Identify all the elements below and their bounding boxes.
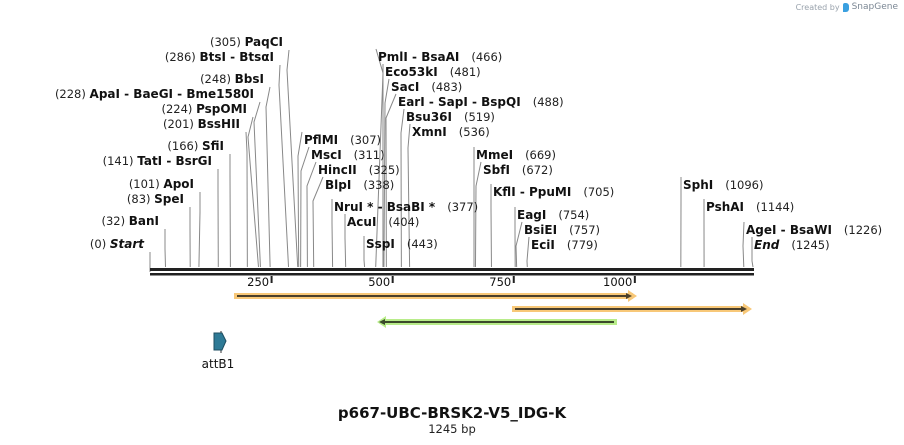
cut-site-label-pspomi[interactable]: (224) PspOMI bbox=[161, 102, 247, 116]
cut-site-label-end[interactable]: End (1245) bbox=[754, 238, 830, 252]
cut-site-label-acui[interactable]: AcuI (404) bbox=[347, 215, 419, 229]
cut-site-label-bsshii[interactable]: (201) BssHII bbox=[163, 117, 240, 131]
cut-site-line bbox=[344, 214, 347, 268]
cut-site-label-saci[interactable]: SacI (483) bbox=[391, 80, 462, 94]
cut-site-line bbox=[474, 161, 482, 268]
cut-site-line bbox=[363, 236, 366, 268]
cut-site-label-pflmi[interactable]: PflMI (307) bbox=[304, 133, 381, 147]
cut-site-line bbox=[297, 131, 303, 268]
cut-site-label-paqci[interactable]: (305) PaqCI bbox=[210, 35, 283, 49]
cut-site-label-eagi[interactable]: EagI (754) bbox=[517, 208, 589, 222]
cut-site-label-pshai[interactable]: PshAI (1144) bbox=[706, 200, 794, 214]
cut-site-label-bani[interactable]: (32) BanI bbox=[101, 214, 159, 228]
credit-prefix: Created by bbox=[795, 2, 840, 12]
cut-site-line bbox=[383, 78, 390, 268]
cut-site-line bbox=[265, 86, 271, 268]
cut-site-line bbox=[247, 116, 259, 268]
feature-orf-2[interactable] bbox=[512, 303, 752, 315]
cut-site-label-apoi[interactable]: (101) ApoI bbox=[129, 177, 194, 191]
cut-site-label-eco53ki[interactable]: Eco53kI (481) bbox=[385, 65, 481, 79]
cut-site-label-sfii[interactable]: (166) SfiI bbox=[167, 139, 224, 153]
sequence-backbone-top bbox=[150, 268, 754, 271]
cut-site-line bbox=[198, 192, 201, 268]
cut-site-label-sbfi[interactable]: SbfI (672) bbox=[483, 163, 553, 177]
cut-site-label-hincii[interactable]: HincII (325) bbox=[318, 163, 400, 177]
ruler: 250 500 750 1000 bbox=[247, 275, 636, 289]
cut-site-label-eari[interactable]: EarI - SapI - BspQI (488) bbox=[398, 95, 564, 109]
cut-site-label-ecii[interactable]: EciI (779) bbox=[531, 238, 598, 252]
cut-site-label-apai[interactable]: (228) ApaI - BaeGI - Bme1580I bbox=[55, 87, 254, 101]
cut-site-line bbox=[253, 101, 261, 268]
cut-site-label-agei[interactable]: AgeI - BsaWI (1226) bbox=[746, 223, 882, 237]
cut-site-line bbox=[526, 236, 530, 268]
cut-site-label-bsu36i[interactable]: Bsu36I (519) bbox=[406, 110, 495, 124]
snapgene-logo-icon bbox=[842, 2, 849, 12]
cut-site-label-blpi[interactable]: BlpI (338) bbox=[325, 178, 394, 192]
ruler-tick bbox=[512, 276, 515, 283]
ruler-tick-label: 1000 bbox=[603, 275, 632, 289]
cut-site-label-mmei[interactable]: MmeI (669) bbox=[476, 148, 556, 162]
cut-site-line bbox=[312, 176, 324, 268]
ruler-tick bbox=[633, 276, 636, 283]
cut-site-line bbox=[515, 221, 523, 268]
cut-site-line bbox=[300, 146, 310, 268]
ruler-tick bbox=[391, 276, 394, 283]
cut-site-line bbox=[385, 93, 397, 268]
cut-site-line bbox=[245, 131, 248, 268]
cut-site-labels: (305) PaqCI(286) BtsI - BtsαI(248) BbsI(… bbox=[55, 35, 882, 252]
cut-site-line bbox=[306, 161, 317, 268]
feature-orf-3-reverse[interactable] bbox=[377, 316, 617, 328]
cut-site-label-spei[interactable]: (83) SpeI bbox=[127, 192, 184, 206]
cut-site-line bbox=[407, 123, 411, 268]
cut-site-label-pmli[interactable]: PmlI - BsaAI (466) bbox=[378, 50, 502, 64]
cut-site-label-msci[interactable]: MscI (311) bbox=[311, 148, 385, 162]
cut-site-line bbox=[751, 237, 754, 268]
cut-site-label-kfli[interactable]: KflI - PpuMI (705) bbox=[493, 185, 614, 199]
cut-site-label-xmni[interactable]: XmnI (536) bbox=[412, 125, 490, 139]
cut-site-line bbox=[278, 64, 290, 268]
sequence-backbone-bottom bbox=[150, 273, 754, 276]
snapgene-credit: Created by SnapGene bbox=[796, 2, 898, 12]
cut-site-label-start[interactable]: (0) Start bbox=[90, 237, 145, 251]
cut-site-line bbox=[331, 199, 334, 268]
cut-site-label-tati[interactable]: (141) TatI - BsrGI bbox=[103, 154, 212, 168]
credit-brand: SnapGene bbox=[851, 2, 898, 12]
cut-site-label-bbsi[interactable]: (248) BbsI bbox=[200, 72, 264, 86]
feature-orf-1[interactable] bbox=[234, 290, 637, 302]
sequence-title: p667-UBC-BRSK2-V5_IDG-K bbox=[337, 404, 567, 422]
cut-site-label-sphi[interactable]: SphI (1096) bbox=[683, 178, 764, 192]
ruler-tick-label: 500 bbox=[368, 275, 390, 289]
cut-site-label-sspi[interactable]: SspI (443) bbox=[366, 237, 438, 251]
cut-site-line bbox=[286, 49, 299, 268]
ruler-tick bbox=[270, 276, 273, 283]
ruler-tick-label: 750 bbox=[489, 275, 511, 289]
cut-site-line bbox=[742, 221, 745, 268]
feature-attB1[interactable]: attB1 bbox=[202, 331, 235, 371]
cut-site-label-btsi[interactable]: (286) BtsI - BtsαI bbox=[165, 50, 274, 64]
sequence-length: 1245 bp bbox=[428, 422, 476, 436]
cut-site-label-nrui[interactable]: NruI * - BsaBI * (377) bbox=[334, 200, 478, 214]
feature-label-attB1: attB1 bbox=[202, 357, 235, 371]
cut-site-label-bsiei[interactable]: BsiEI (757) bbox=[524, 223, 600, 237]
cut-site-line bbox=[400, 108, 405, 268]
ruler-tick-label: 250 bbox=[247, 275, 269, 289]
